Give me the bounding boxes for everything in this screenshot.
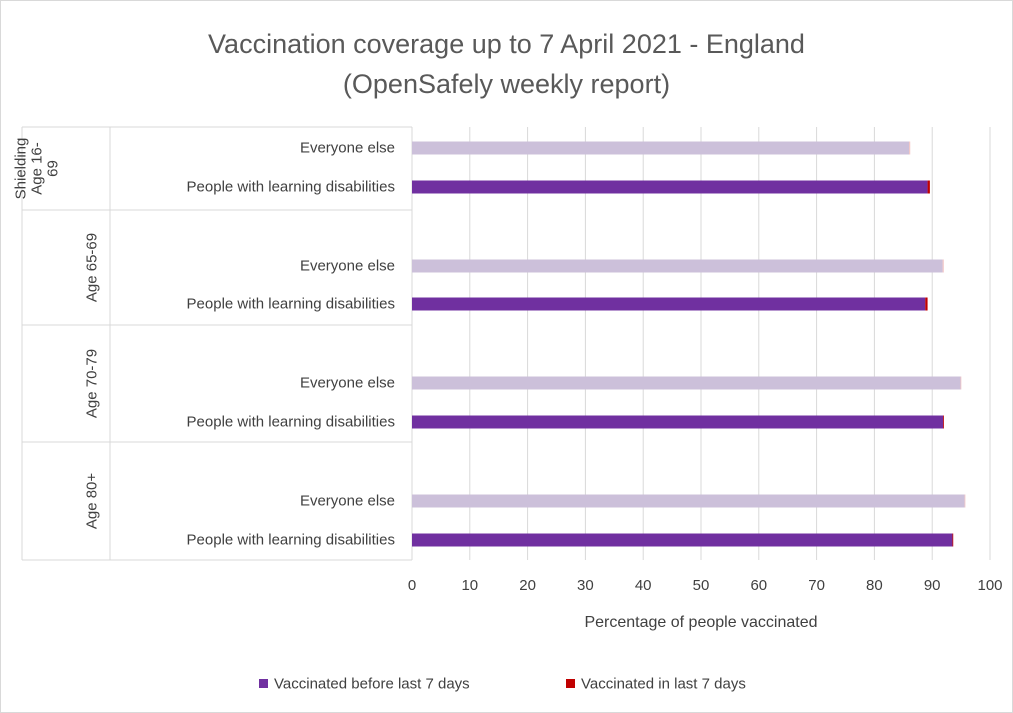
bar-vaccinated-last-7-days <box>964 494 966 508</box>
group-label: Age 65-69 <box>84 233 101 302</box>
bar-vaccinated-last-7-days <box>943 415 944 429</box>
bar-vaccinated-last-7-days <box>952 533 954 547</box>
group-label: Age 80+ <box>84 473 101 530</box>
x-tick-label: 50 <box>693 577 710 594</box>
bar-vaccinated-before <box>412 180 928 194</box>
category-label: Everyone else <box>300 375 395 392</box>
x-tick-label: 70 <box>808 577 825 594</box>
legend-label-last-7-days: Vaccinated in last 7 days <box>581 676 746 693</box>
x-tick-label: 80 <box>866 577 883 594</box>
bar-vaccinated-before <box>412 415 944 429</box>
x-tick-label: 40 <box>635 577 652 594</box>
bar-vaccinated-last-7-days <box>942 259 944 273</box>
category-label: Everyone else <box>300 140 395 157</box>
legend-swatch-before <box>259 679 268 688</box>
bar-vaccinated-before <box>412 297 926 311</box>
category-label: Everyone else <box>300 258 395 275</box>
legend-swatch-last-7-days <box>566 679 575 688</box>
x-tick-label: 20 <box>519 577 536 594</box>
bar-vaccinated-last-7-days <box>927 180 930 194</box>
chart-title-line-2: (OpenSafely weekly report) <box>342 69 671 99</box>
group-label: 69 <box>45 160 62 177</box>
x-axis-title: Percentage of people vaccinated <box>584 614 817 631</box>
bar-vaccinated-before <box>412 141 910 155</box>
x-tick-label: 0 <box>408 577 416 594</box>
group-label: Shielding <box>13 138 30 200</box>
bar-vaccinated-last-7-days <box>909 141 911 155</box>
category-label: People with learning disabilities <box>187 414 395 431</box>
bar-vaccinated-before <box>412 376 961 390</box>
chart-title: Vaccination coverage up to 7 April 2021 … <box>0 24 1013 104</box>
group-label: Age 16- <box>29 142 46 195</box>
bar-vaccinated-before <box>412 494 965 508</box>
x-tick-label: 60 <box>750 577 767 594</box>
category-label: People with learning disabilities <box>187 296 395 313</box>
group-label: Age 70-79 <box>84 349 101 418</box>
chart-title-line-1: Vaccination coverage up to 7 April 2021 … <box>208 29 805 59</box>
x-tick-label: 90 <box>924 577 941 594</box>
category-label: People with learning disabilities <box>187 532 395 549</box>
x-tick-label: 10 <box>461 577 478 594</box>
bar-vaccinated-last-7-days <box>960 376 962 390</box>
bar-vaccinated-last-7-days <box>925 297 928 311</box>
x-tick-label: 30 <box>577 577 594 594</box>
category-label: Everyone else <box>300 493 395 510</box>
bar-vaccinated-before <box>412 533 953 547</box>
legend-label-before: Vaccinated before last 7 days <box>274 676 470 693</box>
x-tick-label: 100 <box>977 577 1002 594</box>
category-label: People with learning disabilities <box>187 179 395 196</box>
bar-vaccinated-before <box>412 259 943 273</box>
